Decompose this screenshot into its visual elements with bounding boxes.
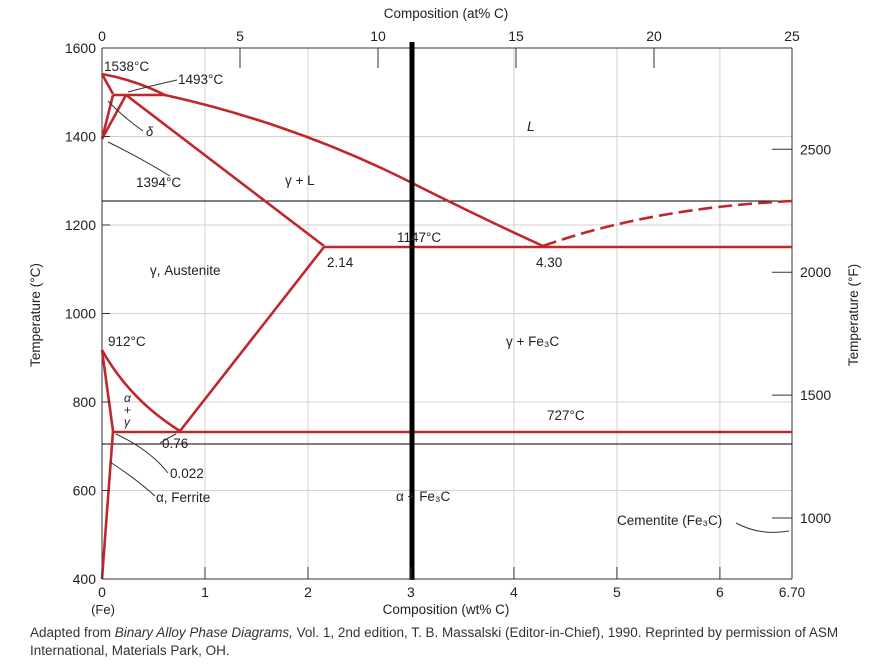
bottom-tick-label: 6: [716, 584, 724, 600]
top-tick-label: 20: [646, 28, 662, 44]
bottom-axis-ticks: 0 1 2 3 4 5 6: [98, 567, 792, 600]
bottom-tick-label: 1: [201, 584, 209, 600]
bottom-axis-title: Composition (wt% C): [383, 602, 510, 617]
label-912: 912°C: [108, 334, 146, 349]
label-214: 2.14: [327, 255, 354, 270]
alpha-gamma-boundary: [100, 349, 115, 432]
label-alpha-fe3c: α + Fe₃C: [396, 489, 450, 504]
leader-cementite: [735, 522, 790, 533]
label-alpha-gamma-3: γ: [124, 415, 131, 429]
delta-gamma-boundary: [100, 94, 128, 140]
left-tick-label: 800: [73, 394, 97, 410]
right-axis-title: Temperature (°F): [846, 264, 861, 366]
label-727: 727°C: [547, 408, 585, 423]
bottom-tick-label: 3: [407, 584, 415, 600]
left-tick-label: 1200: [65, 217, 96, 233]
left-tick-label: 1600: [65, 40, 96, 56]
top-axis-ticks: 0 5 10 15 20 25: [98, 28, 800, 68]
right-tick-label: 2500: [800, 141, 831, 157]
right-axis-ticks: 1000 1500 2000 2500: [772, 141, 831, 526]
figure-caption: Adapted from Binary Alloy Phase Diagrams…: [30, 625, 839, 658]
leader-1394: [107, 141, 171, 177]
top-tick-label: 10: [370, 28, 386, 44]
bottom-axis-end-label: 6.70: [779, 585, 805, 600]
label-1538: 1538°C: [104, 59, 149, 74]
leader-0022: [115, 433, 169, 474]
label-gamma-liquid: γ + L: [285, 173, 315, 188]
leader-1493: [127, 79, 178, 93]
left-axis-ticks: 400 600 800 1000 1200 1400 1600: [65, 40, 110, 587]
grid-lines: [102, 48, 792, 579]
top-tick-label: 5: [236, 28, 244, 44]
label-1493: 1493°C: [178, 72, 223, 87]
label-gamma-fe3c: γ + Fe₃C: [506, 334, 559, 349]
delta-peritectic-upper: [100, 73, 115, 95]
bottom-tick-label: 2: [304, 584, 312, 600]
bottom-tick-label: 4: [510, 584, 518, 600]
left-axis-title: Temperature (°C): [28, 263, 43, 367]
label-1147: 1147°C: [397, 230, 441, 245]
label-delta: δ: [146, 124, 154, 139]
label-alpha-gamma-1: α: [124, 391, 132, 405]
fe-label: (Fe): [91, 602, 115, 617]
acm-line: [178, 246, 326, 432]
liquidus-line-left: [101, 72, 544, 248]
bottom-tick-label: 5: [613, 584, 621, 600]
left-tick-label: 600: [73, 483, 97, 499]
left-tick-label: 1400: [65, 129, 96, 145]
top-tick-label: 25: [784, 28, 800, 44]
top-axis-title: Composition (at% C): [384, 6, 509, 21]
right-tick-label: 1000: [800, 510, 831, 526]
solidus-line: [125, 93, 325, 248]
bottom-tick-label: 0: [98, 584, 106, 600]
left-tick-label: 400: [73, 571, 97, 587]
top-tick-label: 15: [508, 28, 524, 44]
label-0022: 0.022: [170, 466, 204, 481]
top-tick-label: 0: [98, 28, 106, 44]
leader-076: [159, 433, 177, 444]
label-alpha-ferrite: α, Ferrite: [156, 490, 210, 505]
label-gamma-austenite: γ, Austenite: [150, 263, 221, 278]
label-1394: 1394°C: [136, 175, 181, 190]
label-cementite: Cementite (Fe₃C): [617, 513, 722, 528]
a3-line: [100, 349, 181, 433]
label-alpha-gamma-2: +: [124, 403, 131, 417]
label-430: 4.30: [536, 255, 562, 270]
leader-delta: [107, 100, 144, 132]
ferrite-solvus: [100, 430, 115, 580]
right-tick-label: 2000: [800, 264, 831, 280]
leader-alpha-ferrite: [109, 461, 156, 497]
liquidus-line-right-dashed: [542, 199, 793, 248]
right-tick-label: 1500: [800, 387, 831, 403]
left-tick-label: 1000: [65, 306, 96, 322]
label-liquid: L: [527, 118, 535, 134]
label-076: 0.76: [162, 436, 188, 451]
delta-solvus: [100, 94, 115, 140]
